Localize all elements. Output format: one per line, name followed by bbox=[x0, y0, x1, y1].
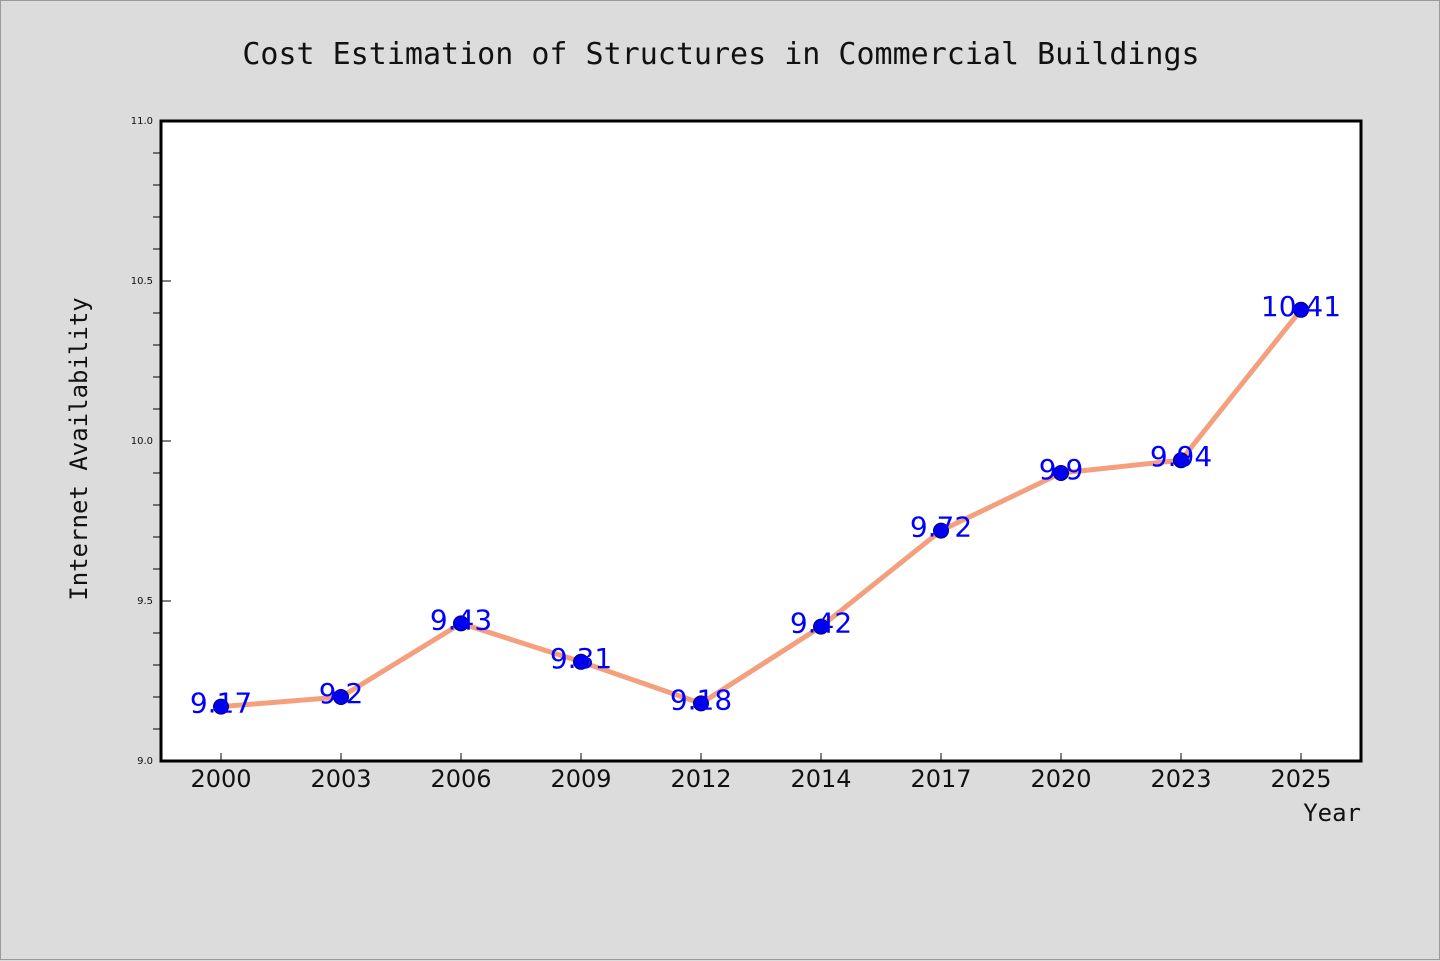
data-label: 9.2 bbox=[319, 677, 364, 710]
data-label: 9.42 bbox=[790, 607, 852, 640]
data-point bbox=[933, 522, 949, 539]
x-axis: 2000 2003 2006 2009 2012 2014 2017 2020 2023 2025 bbox=[190, 753, 1332, 793]
x-tick-label: 2012 bbox=[670, 765, 731, 793]
y-tick-label: 10.0 bbox=[131, 436, 153, 447]
data-label: 9.72 bbox=[910, 511, 972, 544]
data-point bbox=[1293, 301, 1309, 318]
data-point bbox=[813, 618, 829, 635]
y-tick-label: 9.0 bbox=[137, 756, 153, 767]
plot-area bbox=[159, 119, 1363, 763]
x-tick-label: 2000 bbox=[190, 765, 251, 793]
series-line bbox=[218, 307, 1304, 710]
y-tick-label: 11.0 bbox=[131, 116, 153, 127]
data-point bbox=[693, 695, 709, 712]
x-axis-label: Year bbox=[1303, 799, 1361, 827]
data-point bbox=[1173, 452, 1189, 469]
data-label: 9.94 bbox=[1150, 440, 1212, 473]
data-label: 9.43 bbox=[430, 603, 492, 636]
data-label: 9.31 bbox=[550, 642, 612, 675]
y-tick-label: 10.5 bbox=[131, 276, 153, 287]
x-tick-label: 2025 bbox=[1270, 765, 1331, 793]
data-label: 10.41 bbox=[1261, 290, 1341, 323]
x-tick-label: 2009 bbox=[550, 765, 611, 793]
data-label: 9.17 bbox=[190, 687, 252, 720]
data-point bbox=[573, 653, 589, 670]
data-label: 9.9 bbox=[1039, 453, 1084, 486]
x-tick-label: 2014 bbox=[790, 765, 851, 793]
data-point bbox=[213, 698, 229, 715]
y-axis: 9.0 9.5 10.0 10.5 11.0 bbox=[131, 116, 171, 767]
x-tick-label: 2006 bbox=[430, 765, 491, 793]
chart-title: Cost Estimation of Structures in Commerc… bbox=[242, 37, 1199, 72]
x-tick-label: 2003 bbox=[310, 765, 371, 793]
data-point bbox=[453, 615, 469, 632]
data-label: 9.18 bbox=[670, 683, 732, 716]
y-tick-label: 9.5 bbox=[137, 596, 153, 607]
data-point bbox=[1053, 465, 1069, 481]
x-tick-label: 2023 bbox=[1150, 765, 1211, 793]
series-layer: 9.17 9.2 9.43 9.31 9.18 9.42 9.72 9.9 9.94 10.41 bbox=[190, 290, 1341, 720]
x-tick-label: 2017 bbox=[910, 765, 971, 793]
data-point bbox=[333, 689, 349, 705]
y-axis-label: Internet Availability bbox=[65, 297, 93, 600]
x-tick-label: 2020 bbox=[1030, 765, 1091, 793]
